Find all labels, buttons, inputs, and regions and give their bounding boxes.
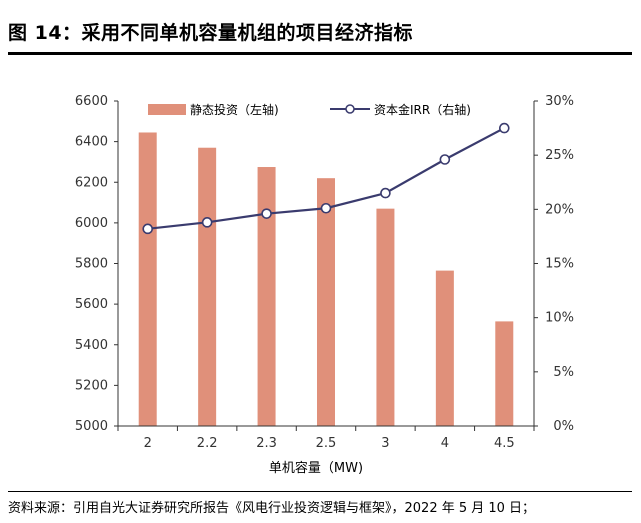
legend-line-marker: [345, 104, 355, 114]
y-left-tick-label: 6400: [75, 135, 108, 150]
bar: [495, 321, 514, 426]
legend-bar-swatch: [148, 104, 186, 115]
line-series: [142, 122, 510, 235]
legend-line-label: 资本金IRR（右轴): [374, 102, 471, 117]
x-tick-label: 2.5: [316, 436, 337, 451]
legend: 静态投资（左轴) 资本金IRR（右轴): [148, 102, 471, 117]
y-left-tick-label: 5600: [75, 297, 108, 312]
x-tick-label: 2: [144, 436, 152, 451]
title-divider: [8, 52, 632, 55]
bar: [257, 167, 276, 426]
bar: [198, 147, 217, 426]
y-left-tick-label: 6600: [75, 94, 108, 109]
bar: [376, 208, 395, 426]
x-tick-label: 4: [441, 436, 449, 451]
irr-point: [380, 187, 391, 199]
figure-title: 图 14：采用不同单机容量机组的项目经济指标: [8, 22, 414, 44]
source-note: 资料来源：引用自光大证券研究所报告《风电行业投资逻辑与框架》，2022 年 5 …: [8, 501, 536, 516]
legend-bar-label: 静态投资（左轴): [190, 102, 279, 117]
irr-point: [439, 154, 451, 165]
y-right-tick-label: 0%: [553, 419, 574, 434]
bar: [435, 270, 454, 426]
bar: [317, 178, 335, 426]
irr-point: [201, 217, 213, 228]
irr-point: [142, 223, 154, 235]
x-tick-label: 2.2: [197, 436, 218, 451]
y-right-tick-label: 20%: [545, 202, 574, 217]
y-right-tick-label: 15%: [545, 257, 574, 272]
x-tick-label: 3: [381, 436, 389, 451]
y-left-tick-label: 5000: [75, 419, 108, 434]
bar-series: [138, 132, 514, 426]
x-axis-label: 单机容量（MW): [269, 460, 363, 476]
y-right-tick-label: 30%: [545, 94, 574, 109]
y-left-tick-label: 5800: [75, 257, 108, 272]
axes: [117, 101, 535, 427]
irr-point: [261, 208, 272, 219]
x-tick-label: 4.5: [494, 436, 515, 451]
irr-point: [320, 202, 332, 214]
y-right-tick-label: 10%: [545, 311, 574, 326]
y-left-tick-label: 5200: [75, 378, 108, 393]
y-axis-left-ticks: 5000 5200 5400 5600 5800 6000 6200 6400 6600: [75, 94, 118, 434]
y-right-tick-label: 5%: [553, 365, 574, 380]
y-left-tick-label: 6200: [75, 175, 108, 190]
y-left-tick-label: 5400: [75, 338, 108, 353]
y-left-tick-label: 6000: [75, 216, 108, 231]
bar: [138, 132, 157, 426]
y-right-tick-label: 25%: [545, 148, 574, 163]
irr-point: [498, 122, 510, 134]
source-divider: [8, 491, 632, 492]
y-axis-right-ticks: 0% 5% 10% 15% 20% 25% 30%: [534, 94, 574, 434]
x-axis-ticks: 2 2.2 2.3 2.5 3 4 4.5: [117, 426, 535, 451]
x-tick-label: 2.3: [256, 436, 277, 451]
